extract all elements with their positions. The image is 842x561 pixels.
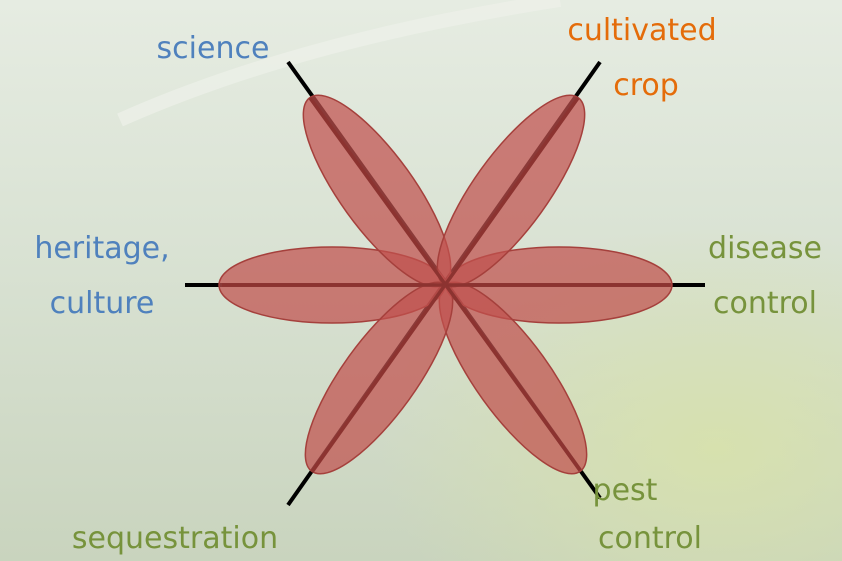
labels: science cultivated crop heritage, cultur…: [34, 13, 822, 556]
node-label: sequestration: [72, 521, 278, 556]
node-label: culture: [50, 286, 155, 321]
node-label: control: [713, 286, 817, 321]
background-road: [117, 0, 562, 127]
node-label: science: [157, 31, 270, 66]
node-label: pest: [593, 473, 658, 508]
node-label: control: [598, 521, 702, 556]
node-label: disease: [708, 231, 822, 266]
node-label: heritage,: [34, 231, 169, 266]
node-label: cultivated: [567, 13, 716, 48]
node-label: crop: [613, 68, 679, 103]
petal-vein: [310, 96, 580, 474]
flower: [218, 94, 673, 475]
